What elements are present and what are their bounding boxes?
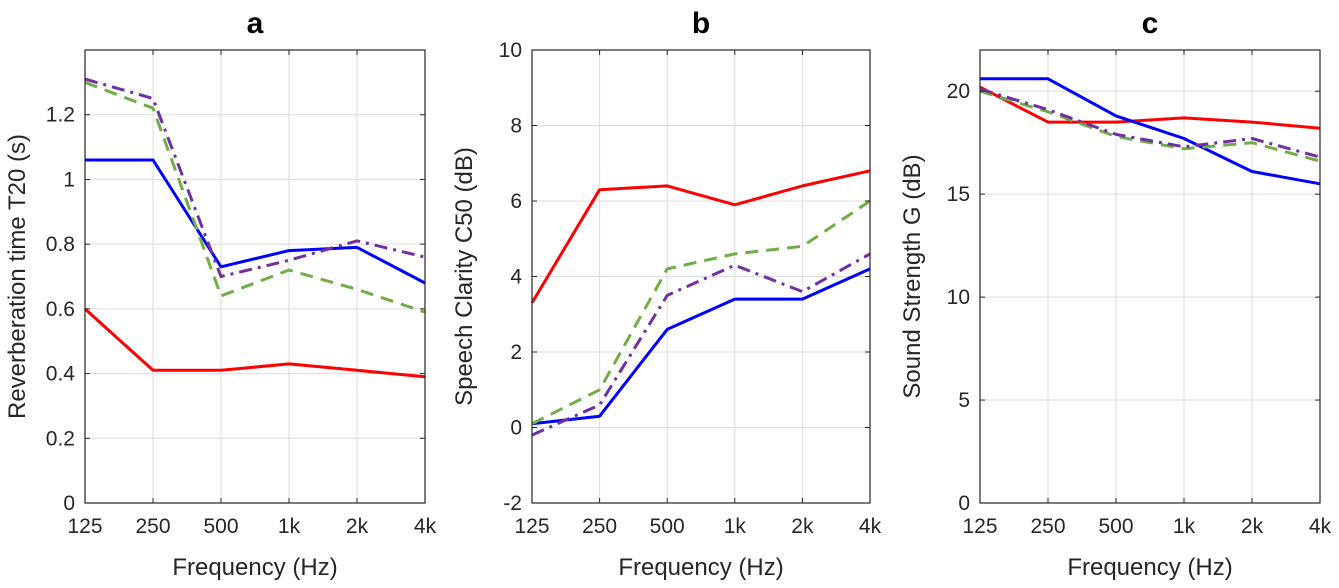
x-tick-label: 4k	[1309, 515, 1332, 538]
series-line-red-solid	[83, 307, 426, 379]
series-line-green-dashed	[531, 199, 871, 426]
y-tick-label: 0	[958, 492, 970, 515]
x-tick-label: 2k	[346, 515, 369, 538]
series-line-red-solid	[530, 169, 871, 304]
x-axis-label: Frequency (Hz)	[172, 554, 337, 581]
panel-title: a	[247, 7, 264, 40]
x-tick-label: 125	[67, 515, 102, 538]
y-tick-label: 0	[63, 492, 75, 515]
axes-box	[84, 49, 426, 504]
x-tick-label: 500	[1098, 515, 1133, 538]
x-axis-label: Frequency (Hz)	[1067, 554, 1232, 581]
y-tick-label: 10	[947, 286, 970, 309]
y-axis-label: Sound Strength G (dB)	[899, 154, 926, 398]
x-tick-label: 500	[650, 515, 685, 538]
x-tick-label: 500	[203, 515, 238, 538]
panel-c: 125 250 500 1k 2k 4k 0 5 10 15 20 c Frequency (Hz) So…	[899, 7, 1332, 581]
y-tick-label: 1.2	[46, 104, 75, 127]
y-tick-label: -2	[503, 492, 522, 515]
panel-title: b	[692, 7, 710, 40]
y-tick-label: 0.4	[46, 363, 76, 386]
x-tick-label: 125	[962, 515, 997, 538]
x-tick-label: 2k	[1241, 515, 1264, 538]
x-tick-label: 4k	[859, 515, 882, 538]
series-line-blue-solid	[980, 77, 1321, 186]
x-tick-label: 1k	[1173, 515, 1196, 538]
y-tick-label: 0	[510, 417, 522, 440]
series-line-blue-solid	[85, 158, 426, 285]
y-tick-label: 20	[947, 80, 970, 103]
x-tick-label: 1k	[724, 515, 747, 538]
y-tick-label: 10	[499, 39, 522, 62]
series-line-purple-dash-dot	[979, 87, 1321, 159]
series-line-green-dashed	[84, 80, 426, 314]
x-tick-label: 250	[582, 515, 617, 538]
y-tick-label: 15	[947, 183, 970, 206]
x-tick-label: 250	[135, 515, 170, 538]
panel-a: 125 250 500 1k 2k 4k 0 0.2 0.4 0.6 0.8 1 1.2 a Frequen…	[4, 7, 437, 581]
y-tick-label: 1	[63, 168, 75, 191]
x-tick-label: 125	[514, 515, 549, 538]
y-tick-label: 0.6	[46, 298, 75, 321]
y-axis-label: Reverberation time T20 (s)	[4, 134, 31, 419]
series-line-blue-solid	[531, 267, 871, 426]
series-line-green-dashed	[979, 89, 1321, 163]
y-tick-label: 2	[510, 341, 522, 364]
y-axis-label: Speech Clarity C50 (dB)	[451, 147, 478, 406]
series-line-red-solid	[979, 85, 1321, 130]
series-line-purple-dash-dot	[531, 252, 871, 437]
y-tick-label: 0.8	[46, 233, 75, 256]
y-tick-label: 4	[510, 266, 522, 289]
y-tick-label: 5	[958, 389, 970, 412]
x-tick-label: 1k	[278, 515, 301, 538]
x-tick-label: 2k	[791, 515, 814, 538]
y-tick-label: 8	[510, 115, 522, 138]
y-tick-label: 6	[510, 190, 522, 213]
y-tick-label: 0.2	[46, 427, 75, 450]
x-axis-label: Frequency (Hz)	[618, 554, 783, 581]
panel-title: c	[1142, 7, 1159, 40]
series-line-purple-dash-dot	[84, 77, 426, 278]
panel-b: 125 250 500 1k 2k 4k -2 0 2 4 6 8 10 b Frequency (Hz) S…	[451, 7, 882, 581]
axes-box	[979, 49, 1321, 504]
x-tick-label: 4k	[414, 515, 437, 538]
x-tick-label: 250	[1030, 515, 1065, 538]
